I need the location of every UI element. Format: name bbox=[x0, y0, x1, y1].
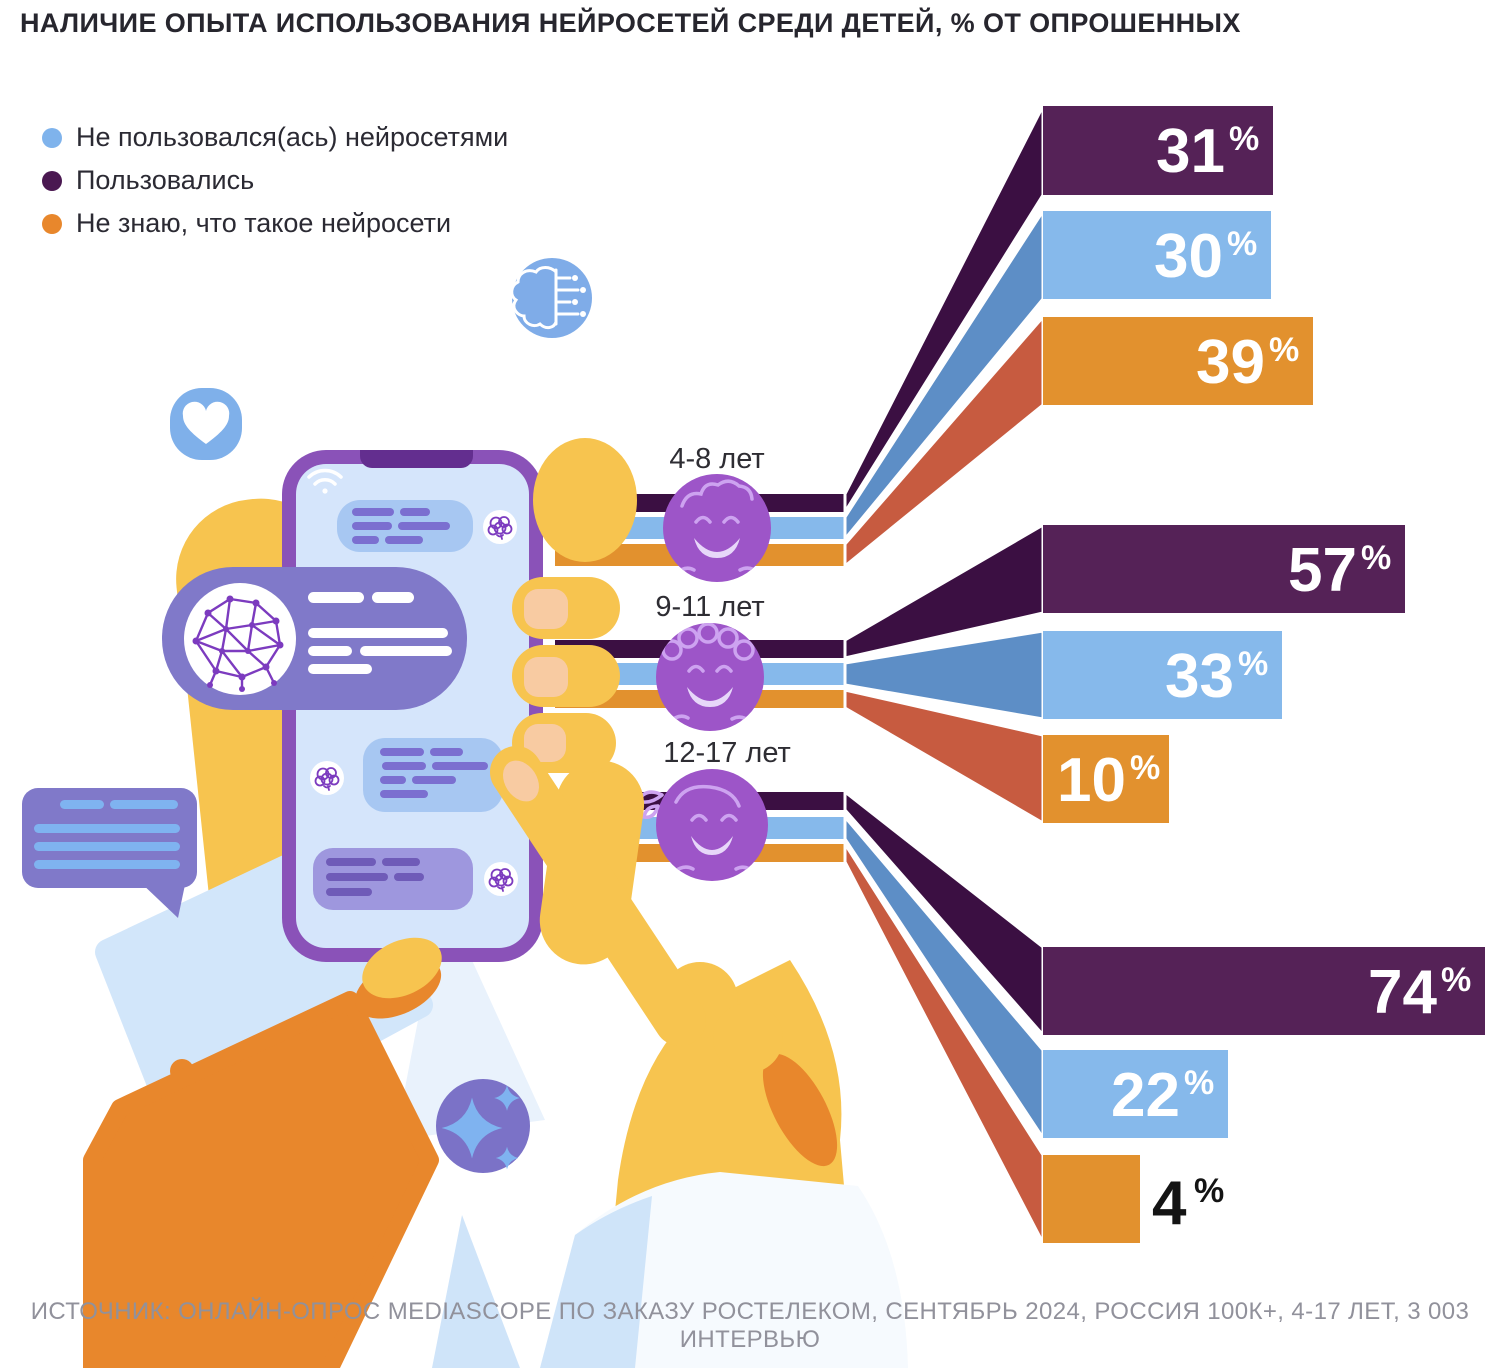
bar-unit: % bbox=[1130, 749, 1160, 787]
sleeve-orange bbox=[83, 991, 439, 1368]
ai-brain-icon bbox=[510, 258, 592, 338]
legend-dot-orange-icon bbox=[42, 213, 62, 234]
pointing-hand bbox=[490, 746, 908, 1368]
bar-value: 30 bbox=[1154, 222, 1223, 291]
phone-notch bbox=[360, 450, 473, 468]
bar-value: 33 bbox=[1165, 642, 1234, 711]
speech-bubble-icon bbox=[22, 788, 197, 918]
child-girl-icon bbox=[656, 769, 768, 881]
bar-value: 22 bbox=[1111, 1061, 1180, 1130]
bars-4-8: 31 % 30 % 39 % bbox=[1043, 106, 1313, 405]
wifi-icon bbox=[307, 468, 343, 494]
child-boy-icon bbox=[663, 474, 771, 582]
bar-value: 57 bbox=[1288, 536, 1357, 605]
bar-dontknow-4-8 bbox=[1043, 317, 1313, 405]
legend-label: Не знаю, что такое нейросети bbox=[76, 208, 452, 238]
avatar-12-17 bbox=[635, 769, 768, 881]
fingernail bbox=[503, 760, 539, 802]
bar-used-12-17 bbox=[1043, 947, 1485, 1035]
bar-unit: % bbox=[1227, 225, 1257, 263]
brain-network-icon bbox=[192, 595, 284, 692]
bar-unit: % bbox=[1361, 539, 1391, 577]
legend-label: Не пользовался(ась) нейросетями bbox=[76, 122, 509, 152]
chat-bubble-bottom bbox=[313, 848, 473, 910]
bar-value: 10 bbox=[1057, 746, 1126, 815]
bar-unit: % bbox=[1194, 1172, 1224, 1210]
legend-item-used: Пользовались bbox=[42, 165, 508, 196]
bar-unit: % bbox=[1269, 331, 1299, 369]
bar-used-9-11 bbox=[1043, 525, 1405, 613]
heart-icon bbox=[170, 388, 242, 460]
bar-value: 31 bbox=[1156, 117, 1225, 186]
bar-value: 74 bbox=[1368, 958, 1437, 1027]
category-label-12-17: 12-17 лет bbox=[663, 737, 791, 769]
bar-notused-4-8 bbox=[1043, 211, 1271, 299]
illustration bbox=[22, 258, 908, 1368]
avatar-4-8 bbox=[663, 474, 771, 582]
child-curly-icon bbox=[656, 623, 764, 731]
chart-legend: Не пользовался(ась) нейросетями Пользова… bbox=[42, 122, 508, 239]
legend-label: Пользовались bbox=[76, 165, 255, 195]
bar-unit: % bbox=[1238, 645, 1268, 683]
bar-value: 4 bbox=[1152, 1169, 1187, 1238]
bar-unit: % bbox=[1184, 1064, 1214, 1102]
category-label-9-11: 9-11 лет bbox=[655, 591, 764, 623]
legend-item-not-used: Не пользовался(ась) нейросетями bbox=[42, 122, 508, 153]
legend-item-dont-know: Не знаю, что такое нейросети bbox=[42, 208, 508, 239]
bars-9-11: 57 % 33 % 10 % bbox=[1043, 525, 1405, 823]
bar-notused-9-11 bbox=[1043, 631, 1282, 719]
bar-used-4-8 bbox=[1043, 106, 1273, 195]
index-finger bbox=[490, 746, 706, 1046]
bar-unit: % bbox=[1441, 961, 1471, 999]
bar-notused-12-17 bbox=[1043, 1050, 1228, 1138]
avatar-9-11 bbox=[656, 623, 764, 731]
legend-dot-blue-icon bbox=[42, 127, 62, 148]
category-label-4-8: 4-8 лет bbox=[669, 443, 764, 475]
source-note: ИСТОЧНИК: ОНЛАЙН-ОПРОС MEDIASCOPE ПО ЗАК… bbox=[30, 1298, 1470, 1353]
bars-12-17: 74 % 22 % 4 % bbox=[1043, 947, 1485, 1243]
left-thumb bbox=[362, 937, 442, 999]
bar-value: 39 bbox=[1196, 328, 1265, 397]
ai-assistant-pill bbox=[162, 567, 467, 710]
legend-dot-purple-icon bbox=[42, 170, 62, 191]
bar-dontknow-9-11 bbox=[1043, 735, 1169, 823]
ribbon-group-9-11 bbox=[555, 522, 1045, 826]
page-title: НАЛИЧИЕ ОПЫТА ИСПОЛЬЗОВАНИЯ НЕЙРОСЕТЕЙ С… bbox=[20, 8, 1241, 38]
chat-bubble-top bbox=[337, 500, 473, 552]
chat-bubble-mid bbox=[363, 738, 503, 812]
sparkles-icon bbox=[436, 1079, 530, 1173]
bar-unit: % bbox=[1229, 120, 1259, 158]
bar-dontknow-12-17 bbox=[1043, 1155, 1140, 1243]
